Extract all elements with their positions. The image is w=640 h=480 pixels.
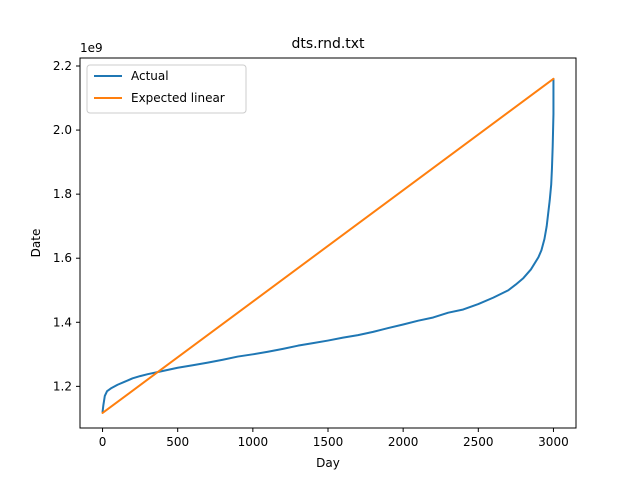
x-axis-ticks: 0 500 1000 1500 2000 2500 3000 — [99, 428, 569, 449]
y-tick-label: 1.8 — [53, 187, 72, 201]
y-offset-text: 1e9 — [80, 41, 103, 55]
y-axis-label: Date — [29, 229, 43, 258]
legend-label-expected-linear: Expected linear — [131, 91, 225, 105]
x-tick-label: 500 — [166, 435, 189, 449]
legend: Actual Expected linear — [86, 64, 247, 114]
y-tick-label: 1.2 — [53, 379, 72, 393]
x-tick-label: 2500 — [463, 435, 494, 449]
x-axis-label: Day — [316, 456, 340, 470]
chart-title: dts.rnd.txt — [291, 36, 365, 52]
y-tick-label: 2.2 — [53, 59, 72, 73]
y-axis-ticks: 1.2 1.4 1.6 1.8 2.0 2.2 — [53, 59, 80, 393]
y-tick-label: 2.0 — [53, 123, 72, 137]
x-tick-label: 0 — [99, 435, 107, 449]
series-layer — [101, 77, 555, 414]
y-tick-label: 1.4 — [53, 315, 72, 329]
legend-box — [86, 64, 247, 114]
x-tick-label: 3000 — [538, 435, 569, 449]
series-line-actual — [101, 77, 555, 413]
x-tick-label: 1500 — [313, 435, 344, 449]
series-line-expected-linear — [101, 77, 555, 414]
legend-label-actual: Actual — [131, 69, 169, 83]
y-tick-label: 1.6 — [53, 251, 72, 265]
x-tick-label: 1000 — [238, 435, 269, 449]
x-tick-label: 2000 — [388, 435, 419, 449]
